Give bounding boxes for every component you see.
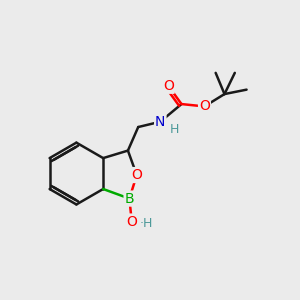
Text: N: N bbox=[155, 115, 166, 129]
Text: B: B bbox=[124, 192, 134, 206]
Text: O: O bbox=[199, 99, 210, 113]
Text: O: O bbox=[131, 168, 142, 182]
Text: H: H bbox=[170, 124, 179, 136]
Text: O: O bbox=[163, 79, 174, 93]
Text: O: O bbox=[126, 214, 137, 229]
Text: ·H: ·H bbox=[140, 217, 153, 230]
